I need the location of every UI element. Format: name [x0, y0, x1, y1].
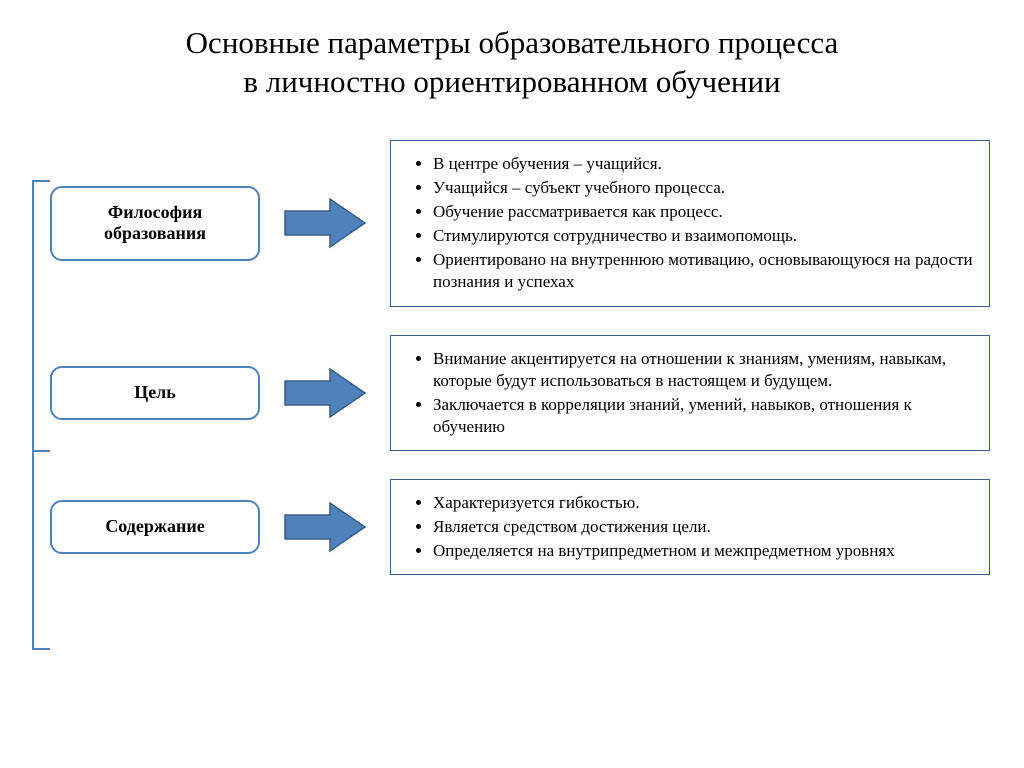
- desc-content-list: Характеризуется гибкостью. Является сред…: [419, 492, 973, 562]
- label-content: Содержание: [50, 500, 260, 554]
- desc-goal-list: Внимание акцентируется на отношении к зн…: [419, 348, 973, 438]
- connector-h-3: [32, 648, 50, 650]
- list-item: Определяется на внутрипредметном и межпр…: [433, 540, 973, 562]
- connector-vertical: [32, 180, 34, 648]
- desc-philosophy: В центре обучения – учащийся. Учащийся –…: [390, 140, 990, 307]
- arrow-right-icon: [280, 365, 370, 421]
- list-item: Учащийся – субъект учебного процесса.: [433, 177, 973, 199]
- arrow-right-icon: [280, 195, 370, 251]
- desc-philosophy-list: В центре обучения – учащийся. Учащийся –…: [419, 153, 973, 294]
- list-item: Ориентировано на внутреннюю мотивацию, о…: [433, 249, 973, 293]
- label-goal: Цель: [50, 366, 260, 420]
- connector-h-2: [32, 450, 50, 452]
- list-item: Заключается в корреляции знаний, умений,…: [433, 394, 973, 438]
- arrow-2: [260, 365, 390, 421]
- list-item: В центре обучения – учащийся.: [433, 153, 973, 175]
- list-item: Стимулируются сотрудничество и взаимопом…: [433, 225, 973, 247]
- label-content-text: Содержание: [105, 516, 204, 536]
- desc-content: Характеризуется гибкостью. Является сред…: [390, 479, 990, 575]
- slide-title: Основные параметры образовательного проц…: [0, 0, 1024, 112]
- title-line-1: Основные параметры образовательного проц…: [186, 25, 839, 60]
- diagram-rows: Философия образования В центре обучения …: [50, 140, 990, 603]
- label-philosophy-text: Философия образования: [104, 202, 206, 244]
- arrow-3: [260, 499, 390, 555]
- connector-h-1: [32, 180, 50, 182]
- desc-goal: Внимание акцентируется на отношении к зн…: [390, 335, 990, 451]
- row-philosophy: Философия образования В центре обучения …: [50, 140, 990, 307]
- label-goal-text: Цель: [134, 382, 176, 402]
- list-item: Обучение рассматривается как процесс.: [433, 201, 973, 223]
- arrow-right-icon: [280, 499, 370, 555]
- list-item: Характеризуется гибкостью.: [433, 492, 973, 514]
- title-line-2: в личностно ориентированном обучении: [243, 64, 780, 99]
- list-item: Внимание акцентируется на отношении к зн…: [433, 348, 973, 392]
- row-goal: Цель Внимание акцентируется на отношении…: [50, 335, 990, 451]
- arrow-1: [260, 195, 390, 251]
- label-philosophy: Философия образования: [50, 186, 260, 261]
- list-item: Является средством достижения цели.: [433, 516, 973, 538]
- row-content: Содержание Характеризуется гибкостью. Яв…: [50, 479, 990, 575]
